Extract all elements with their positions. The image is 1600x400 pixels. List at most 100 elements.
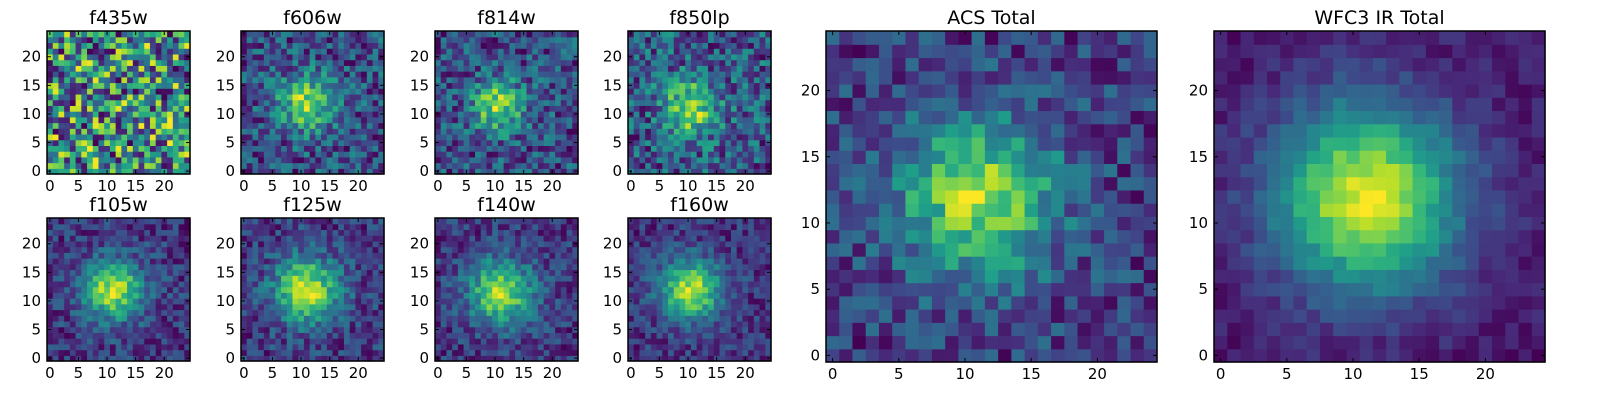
heatmap-cell	[532, 315, 539, 322]
heatmap-cell	[759, 122, 766, 129]
heatmap-cell	[115, 303, 122, 311]
heatmap-cell	[58, 93, 65, 101]
heatmap-cell	[515, 71, 522, 78]
heatmap-cell	[366, 59, 374, 66]
heatmap-cell	[656, 332, 663, 339]
heatmap-cell	[668, 315, 675, 322]
heatmap-cell	[349, 59, 356, 66]
heatmap-cell	[759, 65, 766, 72]
heatmap-cell	[628, 76, 635, 84]
heatmap-cell	[121, 280, 128, 288]
heatmap-cell	[656, 36, 663, 44]
heatmap-cell	[645, 116, 652, 124]
heatmap-cell	[515, 59, 522, 66]
heatmap-cell	[572, 88, 579, 95]
heatmap-cell	[639, 320, 646, 328]
heatmap-cell	[679, 128, 686, 135]
heatmap-cell	[149, 65, 157, 72]
heatmap-cell	[503, 111, 510, 118]
heatmap-cell	[303, 59, 311, 66]
heatmap-cell	[366, 128, 374, 135]
heatmap-cell	[555, 258, 562, 265]
heatmap-cell	[537, 31, 545, 38]
heatmap-cell	[708, 280, 715, 288]
heatmap-cell	[58, 71, 65, 78]
heatmap-cell	[281, 326, 288, 333]
heatmap-cell	[497, 286, 505, 293]
heatmap-cell	[457, 252, 465, 259]
heatmap-cell	[343, 326, 351, 333]
heatmap-cell	[281, 133, 288, 141]
heatmap-cell	[184, 93, 191, 101]
heatmap-cell	[452, 139, 459, 146]
heatmap-cell	[115, 82, 122, 89]
heatmap-cell	[753, 349, 761, 356]
heatmap-cell	[87, 122, 94, 129]
heatmap-cell	[275, 252, 282, 259]
heatmap-cell	[87, 275, 94, 282]
heatmap-cell	[64, 31, 71, 38]
heatmap-cell	[543, 343, 550, 351]
heatmap-cell	[178, 332, 185, 339]
heatmap-cell	[765, 36, 772, 44]
heatmap-cell	[435, 320, 442, 328]
heatmap-cell	[656, 116, 663, 124]
heatmap-cell	[503, 269, 510, 276]
heatmap-cells	[628, 218, 772, 362]
heatmap-cell	[121, 162, 128, 169]
heatmap-cell	[572, 309, 579, 316]
heatmap-cell	[503, 105, 510, 112]
heatmap-cell	[104, 235, 111, 242]
heatmap-cell	[378, 218, 385, 225]
heatmap-cell	[759, 303, 766, 311]
heatmap-cell	[486, 223, 493, 231]
heatmap-cell	[748, 42, 755, 49]
heatmap-cell	[161, 36, 168, 44]
heatmap-cell	[366, 168, 374, 175]
heatmap-cell	[349, 65, 356, 72]
heatmap-cell	[725, 315, 732, 322]
heatmap-cell	[132, 111, 140, 118]
heatmap-cell	[338, 235, 345, 242]
heatmap-cell	[560, 105, 568, 112]
heatmap-cell	[98, 246, 105, 253]
heatmap-cell	[98, 332, 105, 339]
heatmap-cell	[765, 93, 772, 101]
heatmap-cell	[75, 145, 82, 152]
y-tick-label: 10	[410, 105, 429, 123]
heatmap-cell	[161, 93, 168, 101]
heatmap-cell	[349, 355, 356, 362]
heatmap-cell	[343, 82, 351, 89]
heatmap-cell	[446, 263, 453, 271]
heatmap-cell	[315, 309, 322, 316]
heatmap-cell	[759, 105, 766, 112]
heatmap-cell	[748, 65, 755, 72]
heatmap-cell	[555, 275, 562, 282]
heatmap-cell	[435, 332, 442, 339]
heatmap-cell	[144, 298, 151, 305]
heatmap-cell	[127, 82, 134, 89]
heatmap-cell	[452, 156, 459, 164]
heatmap-cell	[104, 59, 111, 66]
heatmap-cell	[440, 31, 448, 38]
heatmap-cell	[161, 229, 168, 236]
heatmap-cell	[75, 332, 82, 339]
heatmap-cell	[343, 218, 351, 225]
heatmap-cell	[263, 128, 271, 135]
heatmap-cell	[104, 309, 111, 316]
heatmap-cell	[47, 229, 54, 236]
heatmap-cell	[144, 162, 151, 169]
heatmap-cell	[469, 326, 476, 333]
heatmap-cell	[321, 280, 328, 288]
heatmap-cell	[690, 338, 698, 345]
heatmap-cell	[628, 332, 635, 339]
heatmap-cell	[309, 263, 316, 271]
heatmap-cell	[355, 162, 362, 169]
heatmap-cell	[315, 122, 322, 129]
heatmap-cell	[560, 168, 568, 175]
heatmap-cell	[149, 349, 157, 356]
heatmap-cell	[515, 48, 522, 55]
heatmap-cell	[303, 42, 311, 49]
heatmap-cell	[753, 292, 761, 299]
